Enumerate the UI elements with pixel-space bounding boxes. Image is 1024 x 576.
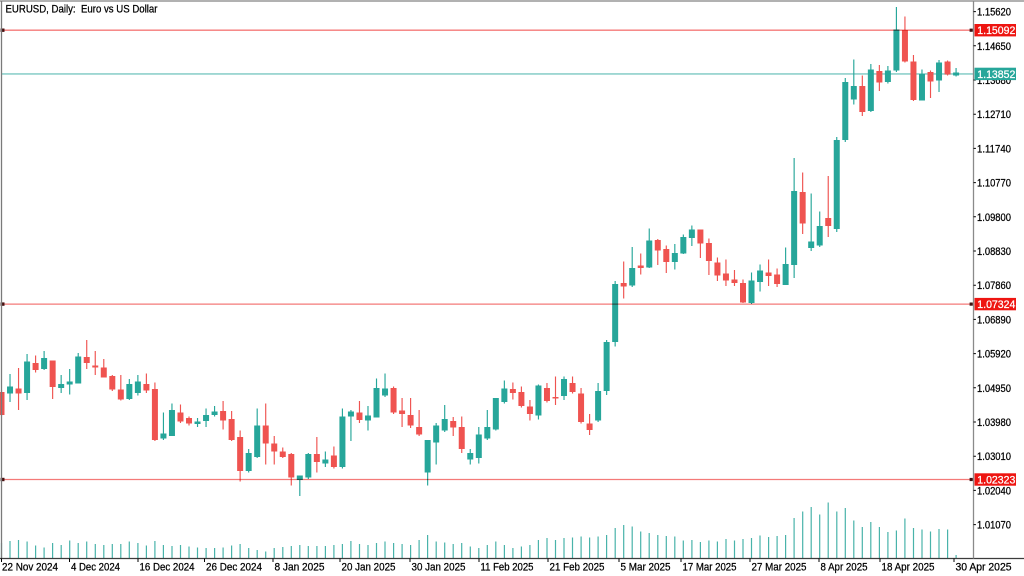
svg-text:30 Jan 2025: 30 Jan 2025: [412, 562, 466, 574]
svg-text:21 Feb 2025: 21 Feb 2025: [550, 562, 605, 574]
svg-text:1.01070: 1.01070: [977, 520, 1011, 532]
svg-text:1.03980: 1.03980: [977, 417, 1011, 429]
svg-text:8 Apr 2025: 8 Apr 2025: [821, 562, 868, 574]
svg-text:1.15620: 1.15620: [977, 7, 1011, 19]
svg-text:26 Dec 2024: 26 Dec 2024: [206, 562, 262, 574]
svg-text:1.07860: 1.07860: [977, 280, 1011, 292]
svg-text:5 Mar 2025: 5 Mar 2025: [621, 562, 671, 574]
svg-text:1.07324: 1.07324: [977, 299, 1015, 311]
svg-text:1.11740: 1.11740: [977, 143, 1011, 155]
svg-text:1.06890: 1.06890: [977, 314, 1011, 326]
svg-text:1.02323: 1.02323: [977, 475, 1015, 487]
svg-text:1.04950: 1.04950: [977, 383, 1011, 395]
svg-text:1.02040: 1.02040: [977, 485, 1011, 497]
svg-text:17 Mar 2025: 17 Mar 2025: [683, 562, 737, 574]
svg-text:1.13852: 1.13852: [977, 69, 1015, 81]
svg-text:22 Nov 2024: 22 Nov 2024: [2, 562, 58, 574]
svg-text:1.08830: 1.08830: [977, 246, 1011, 258]
svg-text:EURUSD, Daily: Euro vs US Dol: EURUSD, Daily: Euro vs US Dollar: [6, 4, 158, 16]
svg-text:1.09800: 1.09800: [977, 212, 1011, 224]
svg-text:1.15092: 1.15092: [977, 25, 1015, 37]
svg-text:1.14650: 1.14650: [977, 41, 1011, 53]
svg-text:1.05920: 1.05920: [977, 349, 1011, 361]
svg-text:4 Dec 2024: 4 Dec 2024: [71, 562, 120, 574]
svg-text:20 Jan 2025: 20 Jan 2025: [342, 562, 396, 574]
svg-text:1.10770: 1.10770: [977, 178, 1011, 190]
svg-text:1.03010: 1.03010: [977, 451, 1011, 463]
svg-text:16 Dec 2024: 16 Dec 2024: [140, 562, 195, 574]
svg-text:11 Feb 2025: 11 Feb 2025: [481, 562, 534, 574]
svg-text:30 Apr 2025: 30 Apr 2025: [956, 562, 1012, 574]
svg-text:18 Apr 2025: 18 Apr 2025: [882, 562, 935, 574]
svg-text:8 Jan 2025: 8 Jan 2025: [275, 562, 325, 574]
svg-text:27 Mar 2025: 27 Mar 2025: [752, 562, 807, 574]
svg-text:1.12710: 1.12710: [977, 109, 1011, 121]
